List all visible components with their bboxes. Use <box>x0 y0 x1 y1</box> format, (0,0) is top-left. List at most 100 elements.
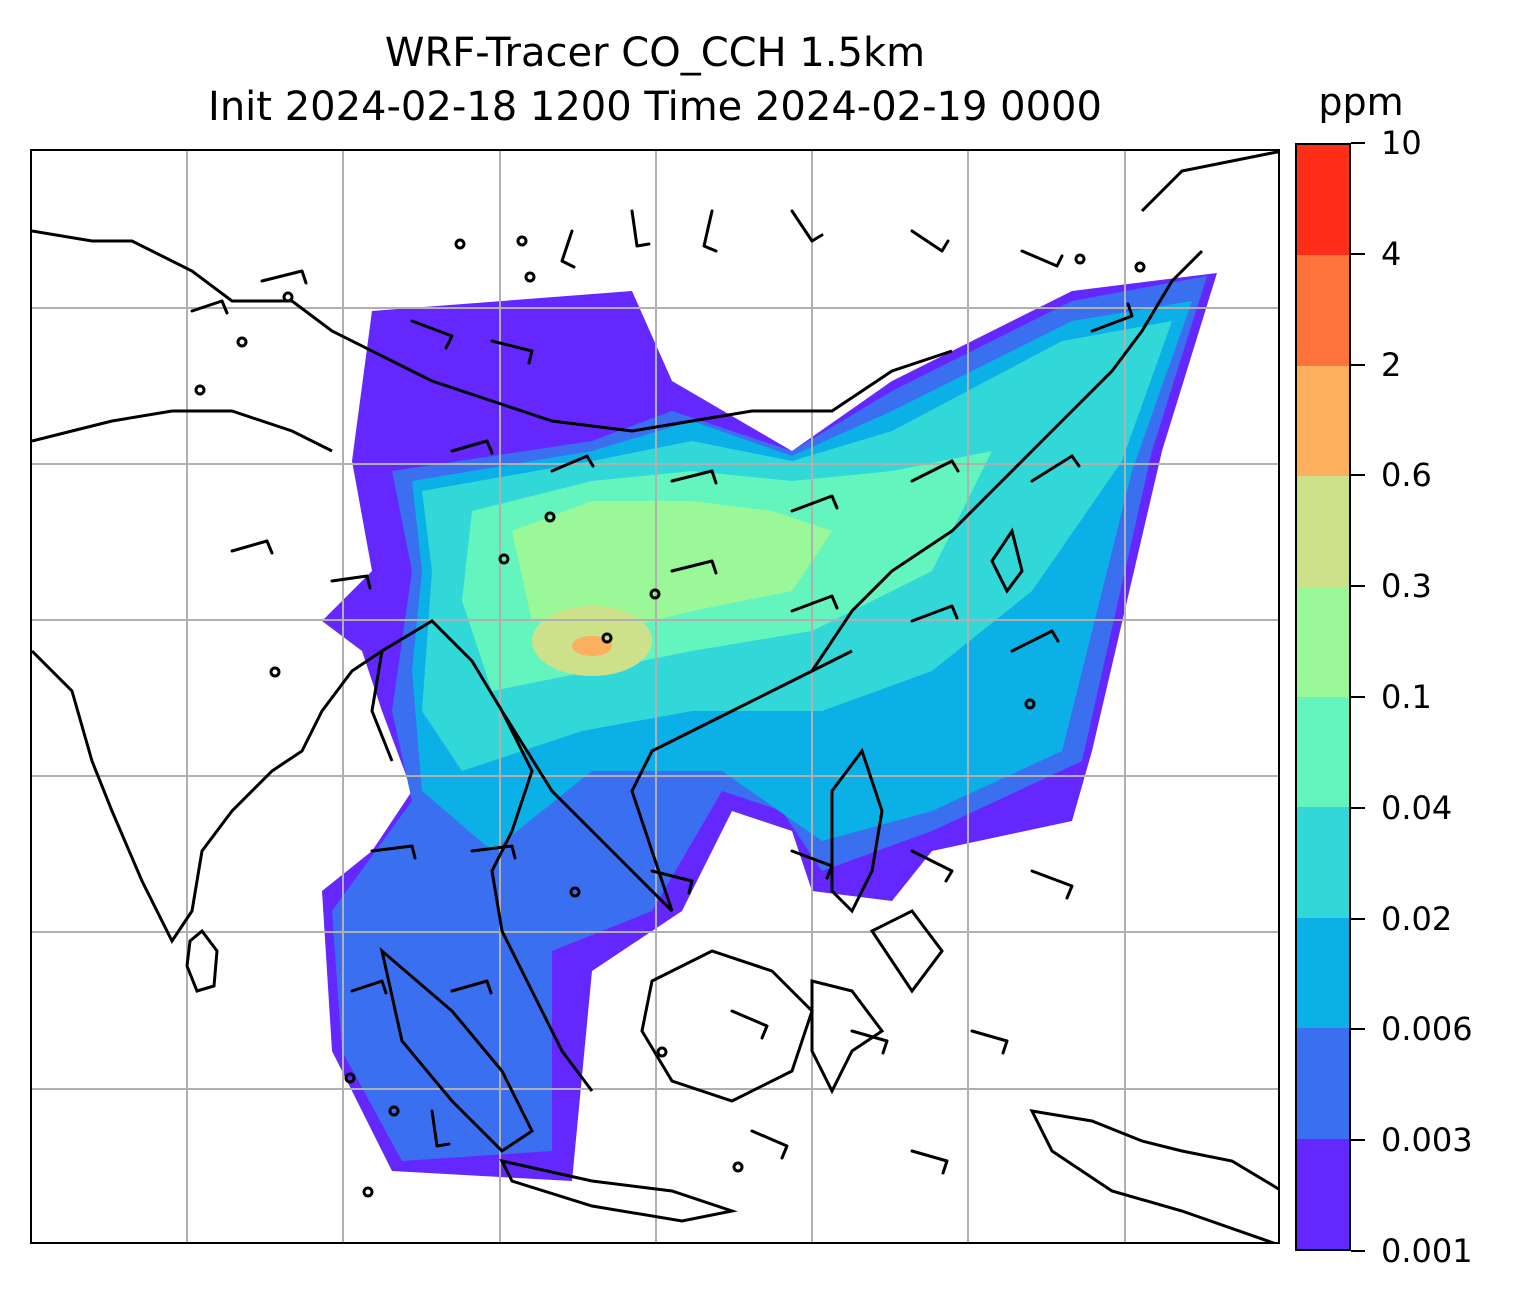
map-title-line1: WRF-Tracer CO_CCH 1.5km <box>384 30 926 76</box>
coastline-southeast-asia <box>381 619 594 1092</box>
calm-circle <box>656 1046 668 1058</box>
calm-circle <box>362 1186 374 1198</box>
colorbar-tick <box>1351 696 1365 698</box>
colorbar-segment <box>1297 917 1349 1029</box>
tracer-field <box>322 273 1217 1181</box>
calm-circle <box>544 511 556 523</box>
colorbar-tick-label: 0.6 <box>1381 456 1432 495</box>
gridlines <box>32 151 1278 1242</box>
calm-markers <box>194 235 1146 1198</box>
coastline-india <box>32 647 394 944</box>
wind-barb <box>1030 869 1074 900</box>
calm-circle <box>269 666 281 678</box>
colorbar-tick-label: 0.001 <box>1381 1232 1473 1270</box>
coastline-north <box>32 409 333 453</box>
colorbar-tick <box>1351 1028 1365 1031</box>
colorbar-tick-label: 10 <box>1381 124 1422 162</box>
wind-barb <box>1030 454 1081 483</box>
colorbar-tick <box>1351 1250 1365 1252</box>
calm-circle <box>236 336 248 348</box>
map-panel <box>30 149 1280 1244</box>
colorbar-tick-label: 2 <box>1381 345 1402 384</box>
wind-barb <box>350 979 388 995</box>
wind-barb <box>910 229 950 253</box>
calm-circle <box>732 1161 744 1173</box>
colorbar-units-label: ppm <box>1318 80 1404 124</box>
coastline-himalaya <box>32 229 953 433</box>
colorbar-segment <box>1297 807 1349 918</box>
colorbar-tick-label: 0.003 <box>1381 1121 1473 1160</box>
calm-circle <box>454 238 466 250</box>
colorbar-tick <box>1351 1139 1365 1142</box>
coastline-sumatra <box>379 946 534 1153</box>
wind-barb <box>970 1029 1009 1055</box>
coastline-sri-lanka <box>185 928 219 993</box>
wind-barb <box>790 494 839 513</box>
calm-circle <box>601 632 613 644</box>
colorbar-segment <box>1297 255 1349 366</box>
coastline-taiwan <box>990 527 1024 594</box>
colorbar-tick <box>1351 142 1365 144</box>
colorbar-tick <box>1351 252 1365 255</box>
wind-barb <box>650 869 694 895</box>
calm-circle <box>1024 698 1036 710</box>
map-canvas <box>32 151 1278 1242</box>
wind-barb <box>550 454 595 473</box>
calm-circle <box>1134 261 1146 273</box>
wind-barbs <box>190 209 1134 1175</box>
wind-barb <box>910 604 959 623</box>
calm-circle <box>282 291 294 303</box>
colorbar <box>1295 143 1351 1251</box>
wind-barb <box>790 594 839 613</box>
calm-circle <box>498 553 510 565</box>
coastline-new-guinea <box>1029 1109 1278 1242</box>
wind-barb <box>750 1129 789 1160</box>
coastline-sulawesi <box>810 979 885 1095</box>
coastline-borneo <box>640 949 814 1103</box>
calm-circle <box>194 384 206 396</box>
calm-circle <box>516 235 528 247</box>
calm-circle <box>649 588 661 600</box>
wind-barb <box>470 844 517 860</box>
map-title-line2: Init 2024-02-18 1200 Time 2024-02-19 000… <box>208 84 1102 130</box>
colorbar-segment <box>1297 1028 1349 1139</box>
coastline-philippines <box>830 747 944 994</box>
wind-barb <box>910 849 954 883</box>
wind-barb <box>430 1109 451 1148</box>
coastline-indochina <box>500 649 853 913</box>
calm-circle <box>524 271 536 283</box>
wind-barb <box>450 439 494 455</box>
wind-barb <box>450 979 493 995</box>
wind-barb <box>670 559 718 575</box>
colorbar-tick <box>1351 806 1365 809</box>
colorbar-segment <box>1297 144 1349 256</box>
coastline-java <box>499 1158 738 1223</box>
wind-barb <box>260 269 308 285</box>
wind-barb <box>190 299 229 315</box>
colorbar-tick <box>1351 363 1365 366</box>
colorbar-tick <box>1351 474 1365 477</box>
calm-circle <box>388 1105 400 1117</box>
colorbar-tick-label: 0.1 <box>1381 678 1432 716</box>
wind-barb <box>410 319 454 350</box>
tracer-peak <box>572 636 612 656</box>
wind-barb <box>1020 249 1064 268</box>
wind-barb <box>910 1149 949 1175</box>
calm-circle <box>344 1072 356 1084</box>
wind-barb <box>702 209 718 253</box>
coastlines <box>32 151 1278 1242</box>
colorbar-tick-label: 0.04 <box>1381 788 1453 827</box>
wind-barb <box>1090 302 1134 333</box>
wind-barb <box>670 469 718 485</box>
wind-barb <box>790 849 834 880</box>
calm-circle <box>569 886 581 898</box>
colorbar-tick-label: 4 <box>1381 234 1402 273</box>
colorbar-segment <box>1297 696 1349 808</box>
wind-barb <box>330 574 372 590</box>
colorbar-tick-label: 0.02 <box>1381 899 1453 938</box>
colorbar-tick-label: 0.3 <box>1381 567 1432 606</box>
colorbar-tick <box>1351 917 1365 920</box>
wind-barb <box>490 339 534 365</box>
wind-barb <box>560 229 576 269</box>
colorbar-segment <box>1297 476 1349 587</box>
